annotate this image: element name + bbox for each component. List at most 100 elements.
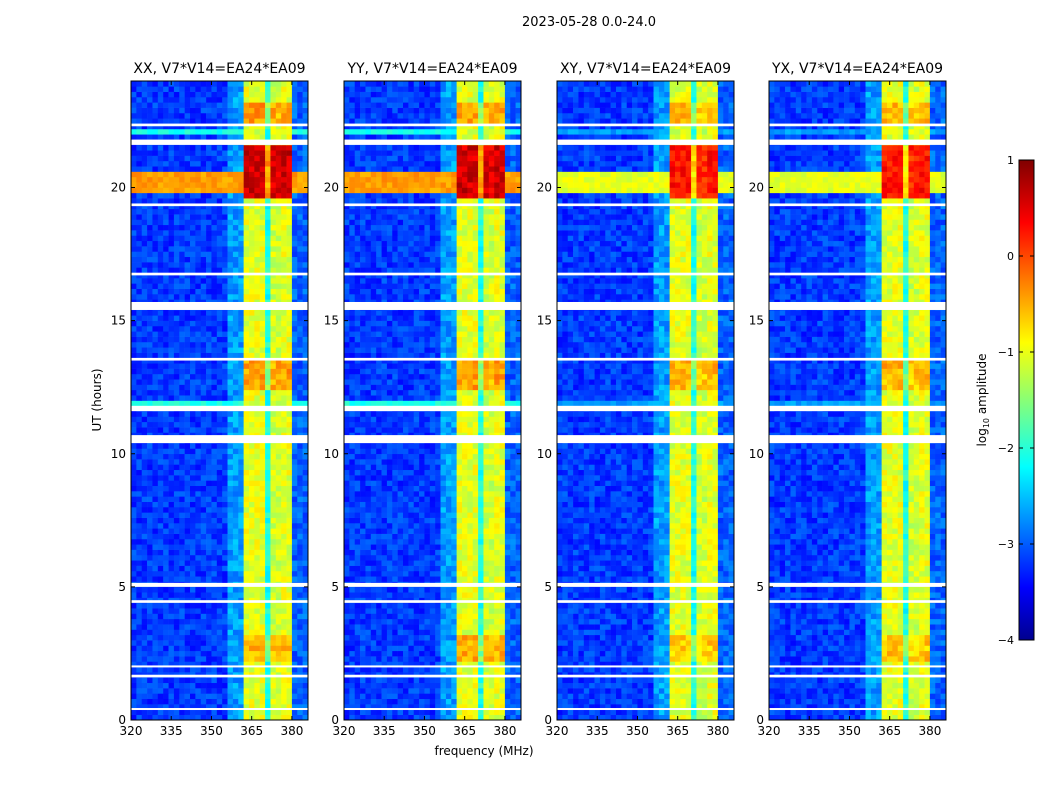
heatmap-cell <box>302 320 309 327</box>
heatmap-cell <box>222 256 228 263</box>
heatmap-cell <box>190 549 196 556</box>
heatmap-cell <box>265 608 271 614</box>
heatmap-cell <box>451 677 457 684</box>
heatmap-cell <box>291 187 298 194</box>
heatmap-cell <box>168 427 175 433</box>
heatmap-cell <box>227 176 234 183</box>
heatmap-cell <box>232 618 239 625</box>
heatmap-cell <box>206 123 212 130</box>
heatmap-cell <box>190 544 196 550</box>
heatmap-cell <box>168 586 175 593</box>
heatmap-cell <box>286 81 293 87</box>
heatmap-cell <box>440 624 447 630</box>
heatmap-cell <box>270 320 277 327</box>
heatmap-cell <box>243 560 250 566</box>
heatmap-cell <box>131 395 137 401</box>
heatmap-cell <box>451 592 457 598</box>
heatmap-cell <box>163 373 169 380</box>
heatmap-cell <box>297 698 303 705</box>
heatmap-cell <box>259 379 266 385</box>
heatmap-cell <box>147 448 153 455</box>
heatmap-cell <box>157 501 164 508</box>
heatmap-cell <box>211 517 218 524</box>
heatmap-cell <box>141 688 148 694</box>
heatmap-cell <box>200 533 207 540</box>
heatmap-cell <box>249 208 255 215</box>
heatmap-cell <box>131 693 137 700</box>
heatmap-cell <box>195 448 202 455</box>
heatmap-cell <box>131 400 137 407</box>
heatmap-cell <box>403 618 409 625</box>
heatmap-cell <box>184 171 191 178</box>
heatmap-cell <box>227 602 234 609</box>
heatmap-cell <box>238 586 244 593</box>
heatmap-cell <box>265 709 271 715</box>
heatmap-cell <box>157 592 164 598</box>
heatmap-cell <box>173 411 180 417</box>
heatmap-cell <box>286 704 293 710</box>
heatmap-cell <box>190 560 196 566</box>
heatmap-cell <box>131 480 137 487</box>
heatmap-cell <box>462 602 468 609</box>
heatmap-cell <box>467 688 474 694</box>
heatmap-cell <box>206 443 212 449</box>
heatmap-cell <box>173 645 180 652</box>
heatmap-cell <box>157 421 164 428</box>
heatmap-cell <box>173 544 180 550</box>
heatmap-cell <box>270 224 277 231</box>
heatmap-cell <box>141 421 148 428</box>
heatmap-cell <box>141 704 148 710</box>
heatmap-cell <box>184 357 191 364</box>
heatmap-cell <box>281 443 287 449</box>
heatmap-cell <box>297 570 303 577</box>
heatmap-cell <box>227 634 234 641</box>
heatmap-cell <box>265 602 271 609</box>
heatmap-cell <box>131 389 137 396</box>
heatmap-cell <box>157 560 164 566</box>
heatmap-cell <box>254 613 261 620</box>
heatmap-cell <box>195 645 202 652</box>
heatmap-cell <box>494 709 500 715</box>
heatmap-cell <box>216 549 223 556</box>
heatmap-cell <box>216 272 223 279</box>
heatmap-cell <box>376 650 382 657</box>
heatmap-cell <box>451 565 457 572</box>
heatmap-cell <box>157 182 164 188</box>
heatmap-cell <box>179 246 185 252</box>
heatmap-cell <box>360 645 366 652</box>
heatmap-cell <box>147 560 153 566</box>
heatmap-cell <box>265 560 271 566</box>
heatmap-cell <box>232 560 239 566</box>
heatmap-cell <box>195 522 202 529</box>
heatmap-cell <box>190 709 196 715</box>
heatmap-cell <box>286 693 293 700</box>
heatmap-cell <box>200 709 207 715</box>
heatmap-cell <box>243 81 250 87</box>
heatmap-cell <box>397 645 404 652</box>
heatmap-cell <box>168 538 175 545</box>
heatmap-cell <box>281 150 287 156</box>
heatmap-cell <box>286 112 293 119</box>
heatmap-cell <box>297 272 303 279</box>
heatmap-cell <box>254 480 261 487</box>
heatmap-cell <box>227 507 234 513</box>
heatmap-cell <box>424 656 431 662</box>
heatmap-cell <box>275 160 282 167</box>
heatmap-cell <box>179 682 185 689</box>
heatmap-cell <box>281 347 287 353</box>
heatmap-cell <box>179 443 185 449</box>
heatmap-cell <box>157 640 164 646</box>
heatmap-cell <box>238 235 244 242</box>
heatmap-cell <box>370 565 377 572</box>
heatmap-cell <box>195 501 202 508</box>
heatmap-cell <box>249 198 255 204</box>
heatmap-cell <box>488 666 495 673</box>
heatmap-cell <box>195 336 202 343</box>
heatmap-cell <box>270 693 277 700</box>
heatmap-cell <box>291 278 298 284</box>
heatmap-cell <box>168 294 175 300</box>
heatmap-cell <box>131 246 137 252</box>
heatmap-cell <box>163 246 169 252</box>
heatmap-cell <box>238 182 244 188</box>
heatmap-cell <box>243 160 250 167</box>
